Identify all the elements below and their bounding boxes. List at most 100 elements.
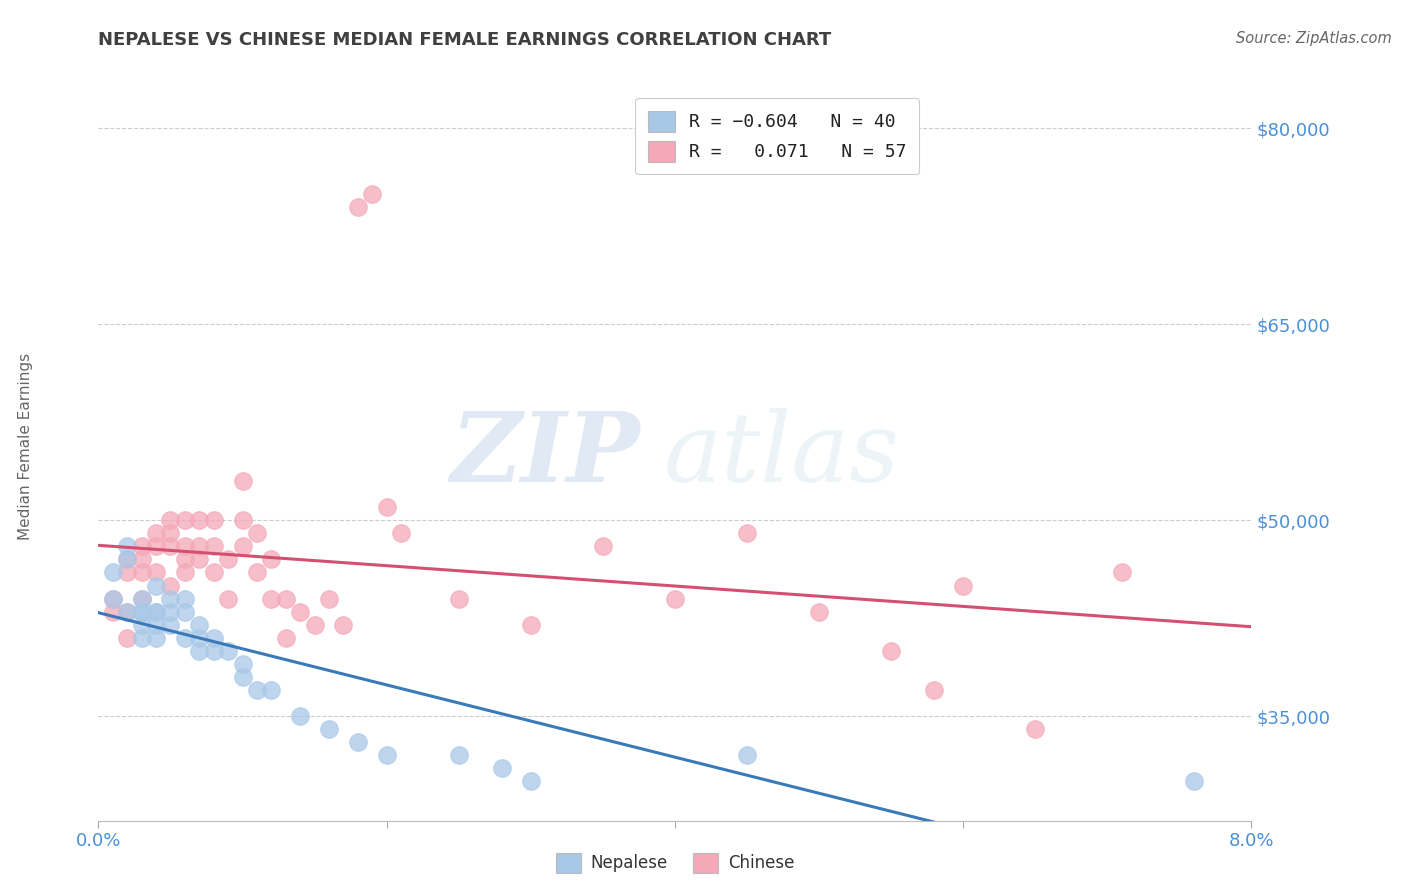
Point bbox=[174, 552, 197, 566]
Point bbox=[117, 552, 138, 566]
Point bbox=[346, 200, 368, 214]
Point bbox=[202, 566, 225, 580]
Point bbox=[131, 566, 153, 580]
Point bbox=[159, 617, 181, 632]
Point bbox=[202, 539, 225, 553]
Point bbox=[117, 539, 138, 553]
Point bbox=[246, 566, 269, 580]
Point bbox=[735, 526, 758, 541]
Point bbox=[159, 605, 181, 619]
Point bbox=[1024, 723, 1046, 737]
Point bbox=[260, 552, 283, 566]
Point bbox=[145, 605, 167, 619]
Point bbox=[202, 644, 225, 658]
Point bbox=[202, 513, 225, 527]
Point bbox=[519, 774, 541, 789]
Point bbox=[274, 591, 297, 606]
Legend: Nepalese, Chinese: Nepalese, Chinese bbox=[548, 847, 801, 880]
Text: NEPALESE VS CHINESE MEDIAN FEMALE EARNINGS CORRELATION CHART: NEPALESE VS CHINESE MEDIAN FEMALE EARNIN… bbox=[98, 31, 832, 49]
Point bbox=[174, 631, 197, 645]
Point bbox=[188, 552, 211, 566]
Point bbox=[447, 748, 470, 763]
Point bbox=[807, 605, 830, 619]
Point bbox=[174, 591, 197, 606]
Point bbox=[346, 735, 368, 749]
Point bbox=[447, 591, 470, 606]
Point bbox=[952, 578, 974, 592]
Point bbox=[131, 591, 153, 606]
Point bbox=[188, 631, 211, 645]
Text: ZIP: ZIP bbox=[451, 408, 640, 502]
Point bbox=[231, 657, 254, 671]
Point bbox=[101, 591, 124, 606]
Point bbox=[131, 591, 153, 606]
Point bbox=[159, 513, 181, 527]
Text: Source: ZipAtlas.com: Source: ZipAtlas.com bbox=[1236, 31, 1392, 46]
Text: atlas: atlas bbox=[664, 408, 900, 502]
Point bbox=[174, 605, 197, 619]
Point bbox=[117, 631, 138, 645]
Point bbox=[145, 566, 167, 580]
Point bbox=[260, 591, 283, 606]
Point bbox=[145, 617, 167, 632]
Point bbox=[188, 617, 211, 632]
Point bbox=[174, 566, 197, 580]
Point bbox=[491, 761, 513, 775]
Point bbox=[101, 591, 124, 606]
Point bbox=[924, 683, 946, 698]
Point bbox=[592, 539, 614, 553]
Point bbox=[174, 539, 197, 553]
Point bbox=[361, 186, 384, 201]
Point bbox=[131, 631, 153, 645]
Point bbox=[880, 644, 903, 658]
Point bbox=[1111, 566, 1133, 580]
Point bbox=[159, 578, 181, 592]
Point bbox=[246, 526, 269, 541]
Point bbox=[318, 591, 340, 606]
Point bbox=[131, 605, 153, 619]
Point bbox=[188, 513, 211, 527]
Point bbox=[318, 723, 340, 737]
Point bbox=[131, 605, 153, 619]
Point bbox=[231, 513, 254, 527]
Point bbox=[145, 526, 167, 541]
Point bbox=[231, 670, 254, 684]
Point bbox=[304, 617, 326, 632]
Point bbox=[188, 644, 211, 658]
Point bbox=[145, 631, 167, 645]
Point bbox=[217, 552, 239, 566]
Point bbox=[519, 617, 541, 632]
Point bbox=[145, 605, 167, 619]
Point bbox=[131, 617, 153, 632]
Point bbox=[260, 683, 283, 698]
Point bbox=[202, 631, 225, 645]
Point bbox=[231, 539, 254, 553]
Point bbox=[217, 644, 239, 658]
Point bbox=[131, 552, 153, 566]
Point bbox=[131, 539, 153, 553]
Point bbox=[274, 631, 297, 645]
Point bbox=[332, 617, 354, 632]
Point bbox=[159, 526, 181, 541]
Text: Median Female Earnings: Median Female Earnings bbox=[18, 352, 32, 540]
Point bbox=[117, 605, 138, 619]
Point bbox=[290, 605, 312, 619]
Point bbox=[145, 539, 167, 553]
Point bbox=[117, 566, 138, 580]
Point bbox=[290, 709, 312, 723]
Point bbox=[246, 683, 269, 698]
Point bbox=[117, 605, 138, 619]
Point bbox=[188, 539, 211, 553]
Point bbox=[664, 591, 686, 606]
Point bbox=[231, 474, 254, 488]
Point bbox=[389, 526, 412, 541]
Point bbox=[735, 748, 758, 763]
Legend: R = −0.604   N = 40, R =   0.071   N = 57: R = −0.604 N = 40, R = 0.071 N = 57 bbox=[636, 98, 920, 174]
Point bbox=[375, 500, 398, 515]
Point bbox=[159, 539, 181, 553]
Point bbox=[1182, 774, 1205, 789]
Point bbox=[159, 591, 181, 606]
Point bbox=[101, 566, 124, 580]
Point bbox=[375, 748, 398, 763]
Point bbox=[217, 591, 239, 606]
